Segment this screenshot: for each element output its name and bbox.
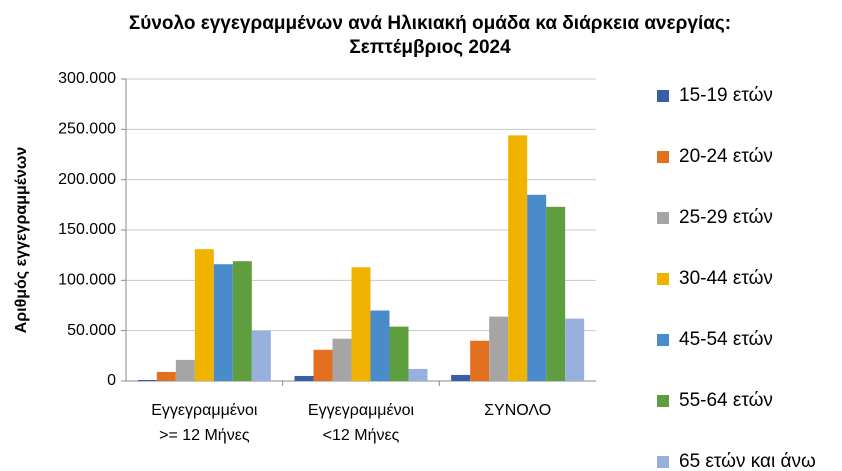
- bar: [546, 206, 566, 381]
- bar: [332, 338, 352, 381]
- y-tick-label: 50.000: [67, 322, 116, 339]
- bar: [213, 264, 233, 381]
- bar: [194, 249, 214, 381]
- legend-label: 65 ετών και άνω: [679, 451, 816, 471]
- y-tick-label: 100.000: [58, 272, 116, 289]
- bar: [565, 318, 585, 381]
- legend-label: 30-44 ετών: [679, 268, 773, 289]
- legend-swatch: [657, 212, 669, 224]
- y-tick-label: 300.000: [58, 70, 116, 87]
- x-tick-label: Εγγεγραμμένοι <12 Μήνες: [308, 402, 415, 444]
- bar: [294, 375, 314, 381]
- bar: [451, 374, 471, 381]
- y-tick-label: 250.000: [58, 121, 116, 138]
- bar: [137, 379, 157, 381]
- bar: [508, 135, 528, 381]
- chart-title: Σύνολο εγγεγραμμένων ανά Ηλικιακή ομάδα …: [129, 13, 731, 58]
- y-tick-label: 200.000: [58, 171, 116, 188]
- legend-label: 25-29 ετών: [679, 207, 773, 228]
- x-tick-label: Εγγεγραμμένοι >= 12 Μήνες: [151, 402, 258, 444]
- x-tick-label: ΣΥΝΟΛΟ: [484, 402, 551, 419]
- bar: [251, 330, 271, 381]
- legend-label: 20-24 ετών: [679, 146, 773, 167]
- y-axis-label: Αριθμός εγγεγραμμένων: [13, 147, 30, 334]
- bar: [370, 310, 390, 381]
- legend-swatch: [657, 90, 669, 102]
- bar: [489, 316, 509, 381]
- bar: [408, 368, 428, 381]
- legend-swatch: [657, 334, 669, 346]
- legend-swatch: [657, 456, 669, 468]
- legend-swatch: [657, 273, 669, 285]
- bar: [470, 340, 490, 381]
- legend-swatch: [657, 151, 669, 163]
- legend-swatch: [657, 395, 669, 407]
- bar: [527, 194, 547, 381]
- y-tick-label: 150.000: [58, 221, 116, 238]
- legend-label: 45-54 ετών: [679, 329, 773, 350]
- bar: [156, 371, 176, 381]
- bar: [175, 359, 195, 381]
- bar: [232, 261, 252, 381]
- bar: [389, 326, 409, 381]
- bar: [351, 267, 371, 381]
- legend-label: 55-64 ετών: [679, 390, 773, 411]
- bar: [313, 349, 333, 381]
- y-tick-label: 0: [107, 372, 116, 389]
- legend-label: 15-19 ετών: [679, 85, 773, 106]
